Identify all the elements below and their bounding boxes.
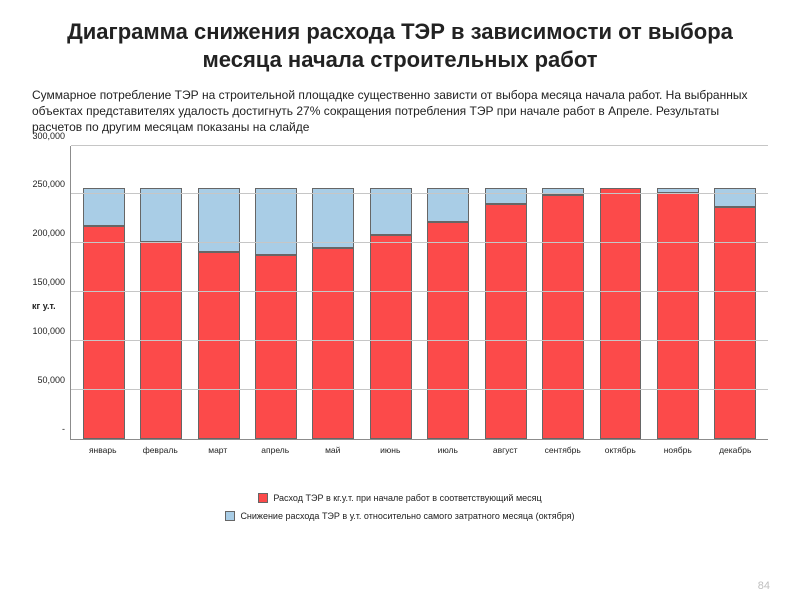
bar-slot: [534, 146, 591, 439]
bar-segment-secondary: [312, 188, 354, 249]
bar-slot: [305, 146, 362, 439]
y-tick-label: 150,000: [32, 277, 71, 287]
x-tick-label: май: [304, 440, 362, 466]
bar-chart: кг у.т. -50,000100,000150,000200,000250,…: [32, 146, 768, 466]
stacked-bar: [427, 146, 469, 439]
x-tick-label: июль: [419, 440, 477, 466]
bar-slot: [132, 146, 189, 439]
bar-segment-primary: [485, 204, 527, 438]
y-tick-label: 100,000: [32, 326, 71, 336]
y-axis-label: кг у.т.: [32, 301, 56, 311]
legend-label: Снижение расхода ТЭР в у.т. относительно…: [240, 511, 574, 521]
bar-segment-primary: [600, 188, 642, 439]
bar-segment-primary: [542, 195, 584, 438]
plot-area: -50,000100,000150,000200,000250,000300,0…: [70, 146, 768, 440]
stacked-bar: [714, 146, 756, 439]
bar-segment-primary: [657, 193, 699, 438]
legend: Расход ТЭР в кг.у.т. при начале работ в …: [32, 490, 768, 526]
bar-slot: [649, 146, 706, 439]
x-axis: январьфевральмартапрельмайиюньиюльавгуст…: [70, 440, 768, 466]
stacked-bar: [370, 146, 412, 439]
gridline: [71, 340, 768, 341]
stacked-bar: [312, 146, 354, 439]
gridline: [71, 193, 768, 194]
x-tick-label: февраль: [132, 440, 190, 466]
bar-segment-primary: [83, 226, 125, 439]
bar-slot: [190, 146, 247, 439]
gridline: [71, 389, 768, 390]
bar-slot: [420, 146, 477, 439]
bar-segment-secondary: [255, 188, 297, 255]
bar-slot: [477, 146, 534, 439]
bar-segment-primary: [427, 222, 469, 439]
gridline: [71, 242, 768, 243]
stacked-bar: [83, 146, 125, 439]
slide: Диаграмма снижения расхода ТЭР в зависим…: [0, 0, 800, 600]
stacked-bar: [657, 146, 699, 439]
bar-slot: [592, 146, 649, 439]
bar-segment-primary: [370, 235, 412, 438]
x-tick-label: март: [189, 440, 247, 466]
stacked-bar: [255, 146, 297, 439]
gridline: [71, 145, 768, 146]
stacked-bar: [198, 146, 240, 439]
gridline: [71, 291, 768, 292]
x-tick-label: январь: [74, 440, 132, 466]
legend-item: Снижение расхода ТЭР в у.т. относительно…: [225, 511, 574, 521]
legend-item: Расход ТЭР в кг.у.т. при начале работ в …: [258, 493, 541, 503]
bar-slot: [247, 146, 304, 439]
y-tick-label: 300,000: [32, 131, 71, 141]
legend-swatch: [258, 493, 268, 503]
page-title: Диаграмма снижения расхода ТЭР в зависим…: [32, 18, 768, 73]
x-tick-label: август: [477, 440, 535, 466]
bar-slot: [362, 146, 419, 439]
bar-segment-primary: [255, 255, 297, 439]
legend-swatch: [225, 511, 235, 521]
y-tick-label: 250,000: [32, 179, 71, 189]
bars-container: [71, 146, 768, 439]
stacked-bar: [140, 146, 182, 439]
x-tick-label: апрель: [247, 440, 305, 466]
bar-segment-secondary: [485, 188, 527, 205]
bar-segment-secondary: [714, 188, 756, 208]
x-tick-label: октябрь: [592, 440, 650, 466]
stacked-bar: [542, 146, 584, 439]
x-tick-label: июнь: [362, 440, 420, 466]
bar-segment-secondary: [140, 188, 182, 243]
stacked-bar: [600, 146, 642, 439]
bar-segment-primary: [198, 252, 240, 439]
bar-slot: [75, 146, 132, 439]
bar-segment-secondary: [370, 188, 412, 236]
plot-column: -50,000100,000150,000200,000250,000300,0…: [70, 146, 768, 466]
page-number: 84: [758, 580, 770, 592]
y-tick-label: -: [62, 424, 71, 434]
x-tick-label: декабрь: [707, 440, 765, 466]
y-tick-label: 200,000: [32, 228, 71, 238]
bar-segment-primary: [312, 248, 354, 438]
stacked-bar: [485, 146, 527, 439]
description-text: Суммарное потребление ТЭР на строительно…: [32, 87, 768, 136]
legend-label: Расход ТЭР в кг.у.т. при начале работ в …: [273, 493, 541, 503]
x-tick-label: сентябрь: [534, 440, 592, 466]
y-tick-label: 50,000: [37, 375, 71, 385]
y-axis-label-column: кг у.т.: [32, 146, 70, 466]
x-tick-label: ноябрь: [649, 440, 707, 466]
bar-slot: [707, 146, 764, 439]
